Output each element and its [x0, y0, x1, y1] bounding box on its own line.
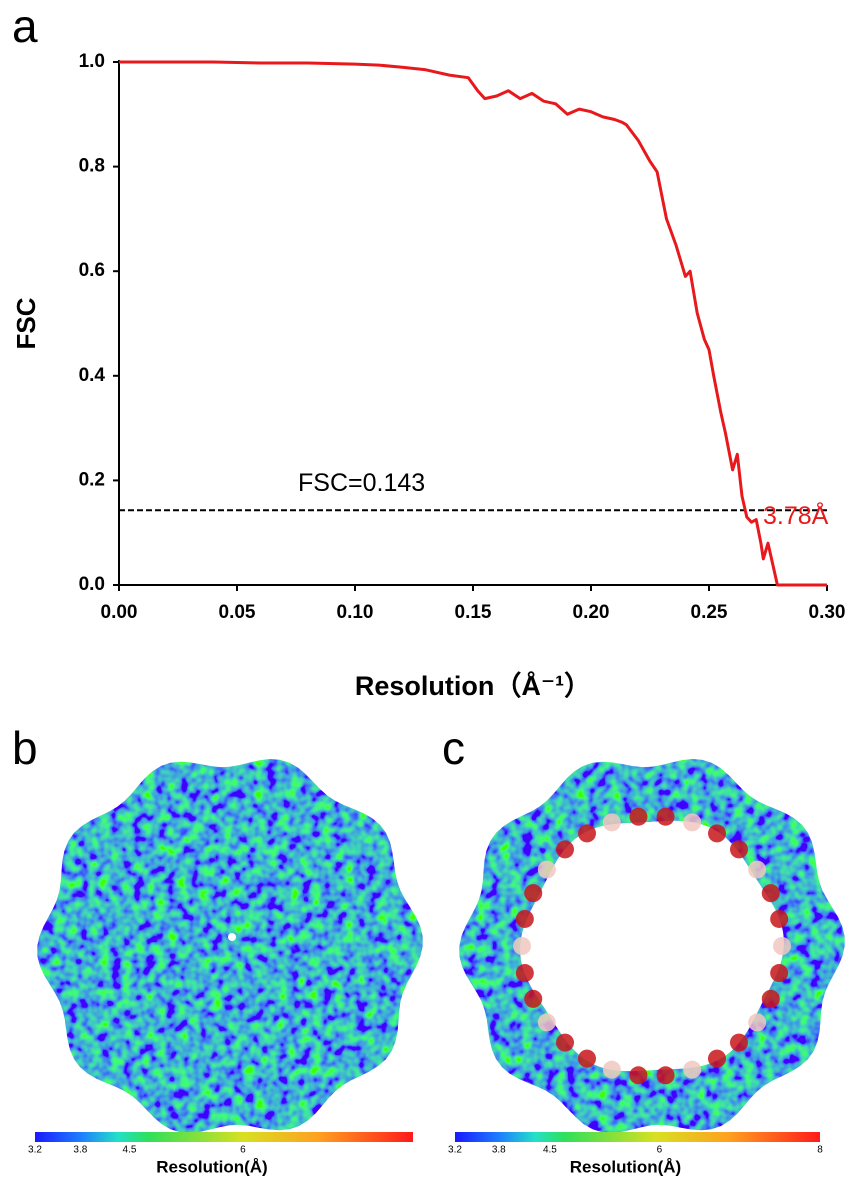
- colorbar: [35, 1132, 413, 1142]
- reference-label: FSC=0.143: [298, 469, 425, 497]
- y-tick-label: 0.8: [79, 156, 105, 177]
- x-tick-label: 0.05: [219, 602, 256, 623]
- inner-blob: [729, 840, 748, 859]
- inner-blob: [578, 1049, 596, 1068]
- inner-blob: [770, 964, 789, 983]
- inner-blob: [524, 989, 543, 1008]
- panel-label: a: [12, 0, 38, 52]
- x-axis-label: Resolution（Å⁻¹）: [355, 670, 591, 701]
- inner-blob: [708, 1049, 726, 1068]
- inner-blob: [729, 1033, 748, 1052]
- y-tick-label: 0.6: [79, 260, 105, 281]
- inner-blob: [556, 1033, 575, 1052]
- inner-layer: [513, 807, 791, 1085]
- panel-label: c: [442, 722, 465, 774]
- y-tick-label: 0.4: [79, 365, 106, 386]
- inner-blob: [578, 824, 596, 843]
- inner-blob: [708, 824, 726, 843]
- inner-blob: [770, 909, 789, 928]
- inner-blob: [629, 807, 648, 826]
- inner-blob: [513, 937, 531, 955]
- x-tick-label: 0.30: [809, 602, 846, 623]
- inner-blob: [656, 807, 675, 826]
- x-tick-label: 0.00: [101, 602, 138, 623]
- inner-blob: [602, 813, 621, 832]
- colorbar-tick-label: 6: [657, 1145, 663, 1156]
- x-tick-label: 0.25: [691, 602, 728, 623]
- colorbar-label: Resolution(Å): [156, 1157, 267, 1176]
- y-tick-label: 1.0: [79, 51, 105, 72]
- inner-blob: [683, 813, 702, 832]
- y-axis-label: FSC: [11, 297, 41, 349]
- inner-blob: [524, 884, 543, 903]
- colorbar-tick-label: 8: [817, 1145, 823, 1156]
- colorbar-tick-label: 4.5: [543, 1145, 557, 1156]
- panel-label: b: [12, 722, 38, 774]
- fsc-curve: [119, 60, 827, 587]
- inner-blob: [602, 1060, 621, 1079]
- y-tick-label: 0.2: [79, 469, 105, 490]
- inner-blob: [537, 1013, 556, 1032]
- x-tick-label: 0.10: [337, 602, 374, 623]
- colorbar-tick-label: 3.2: [448, 1145, 462, 1156]
- map-center: [228, 933, 236, 941]
- annotation: 3.78Å: [763, 500, 829, 530]
- colorbar-tick-label: 4.5: [123, 1145, 137, 1156]
- inner-blob: [656, 1066, 675, 1085]
- colorbar-tick-label: 3.8: [73, 1145, 87, 1156]
- colorbar: [455, 1132, 820, 1142]
- density-map-b: [37, 759, 423, 1133]
- colorbar-tick-label: 6: [240, 1145, 246, 1156]
- colorbar-tick-label: 3.2: [28, 1145, 42, 1156]
- density-map-c: [459, 759, 845, 1133]
- inner-blob: [556, 840, 575, 859]
- inner-blob: [748, 1013, 767, 1032]
- y-tick-label: 0.0: [79, 574, 105, 595]
- inner-blob: [683, 1060, 702, 1079]
- colorbar-tick-label: 3.8: [492, 1145, 506, 1156]
- inner-blob: [761, 989, 780, 1008]
- inner-blob: [748, 860, 767, 879]
- inner-blob: [773, 937, 791, 955]
- inner-blob: [515, 909, 534, 928]
- inner-blob: [537, 860, 556, 879]
- inner-blob: [629, 1066, 648, 1085]
- x-tick-label: 0.20: [573, 602, 610, 623]
- inner-blob: [515, 964, 534, 983]
- x-tick-label: 0.15: [455, 602, 492, 623]
- colorbar-label: Resolution(Å): [570, 1157, 681, 1176]
- inner-blob: [761, 884, 780, 903]
